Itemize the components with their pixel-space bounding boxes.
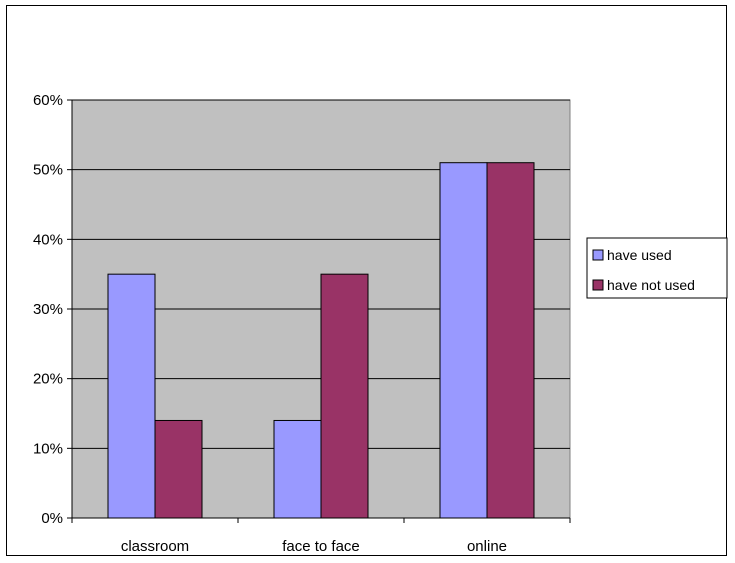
bar-have-used — [273, 419, 322, 519]
y-tick-label: 10% — [33, 440, 63, 457]
y-tick-label: 30% — [33, 301, 63, 318]
bar-have-used — [439, 162, 488, 519]
bar-have-not-used — [154, 419, 203, 519]
y-tick-label: 60% — [33, 92, 63, 109]
legend-box — [586, 237, 728, 299]
bar-have-used — [107, 273, 156, 519]
bars — [107, 162, 535, 519]
x-tick-label: face to face — [282, 538, 360, 555]
axes — [67, 99, 571, 523]
x-tick-labels: classroom face to face online — [121, 538, 507, 555]
x-tick-label: online — [467, 538, 507, 555]
y-tick-label: 20% — [33, 371, 63, 388]
bar-have-not-used — [486, 162, 535, 519]
legend-swatch — [592, 249, 604, 261]
bar-have-not-used — [320, 273, 369, 519]
y-tick-label: 0% — [41, 510, 63, 527]
y-tick-label: 50% — [33, 162, 63, 179]
legend-swatch — [592, 279, 604, 291]
legend-label: have used — [607, 247, 672, 263]
legend: have used have not used — [586, 237, 728, 299]
y-tick-label: 40% — [33, 231, 63, 248]
y-tick-labels: 0% 10% 20% 30% 40% 50% 60% — [33, 92, 63, 527]
x-tick-label: classroom — [121, 538, 189, 555]
legend-label: have not used — [607, 277, 695, 293]
